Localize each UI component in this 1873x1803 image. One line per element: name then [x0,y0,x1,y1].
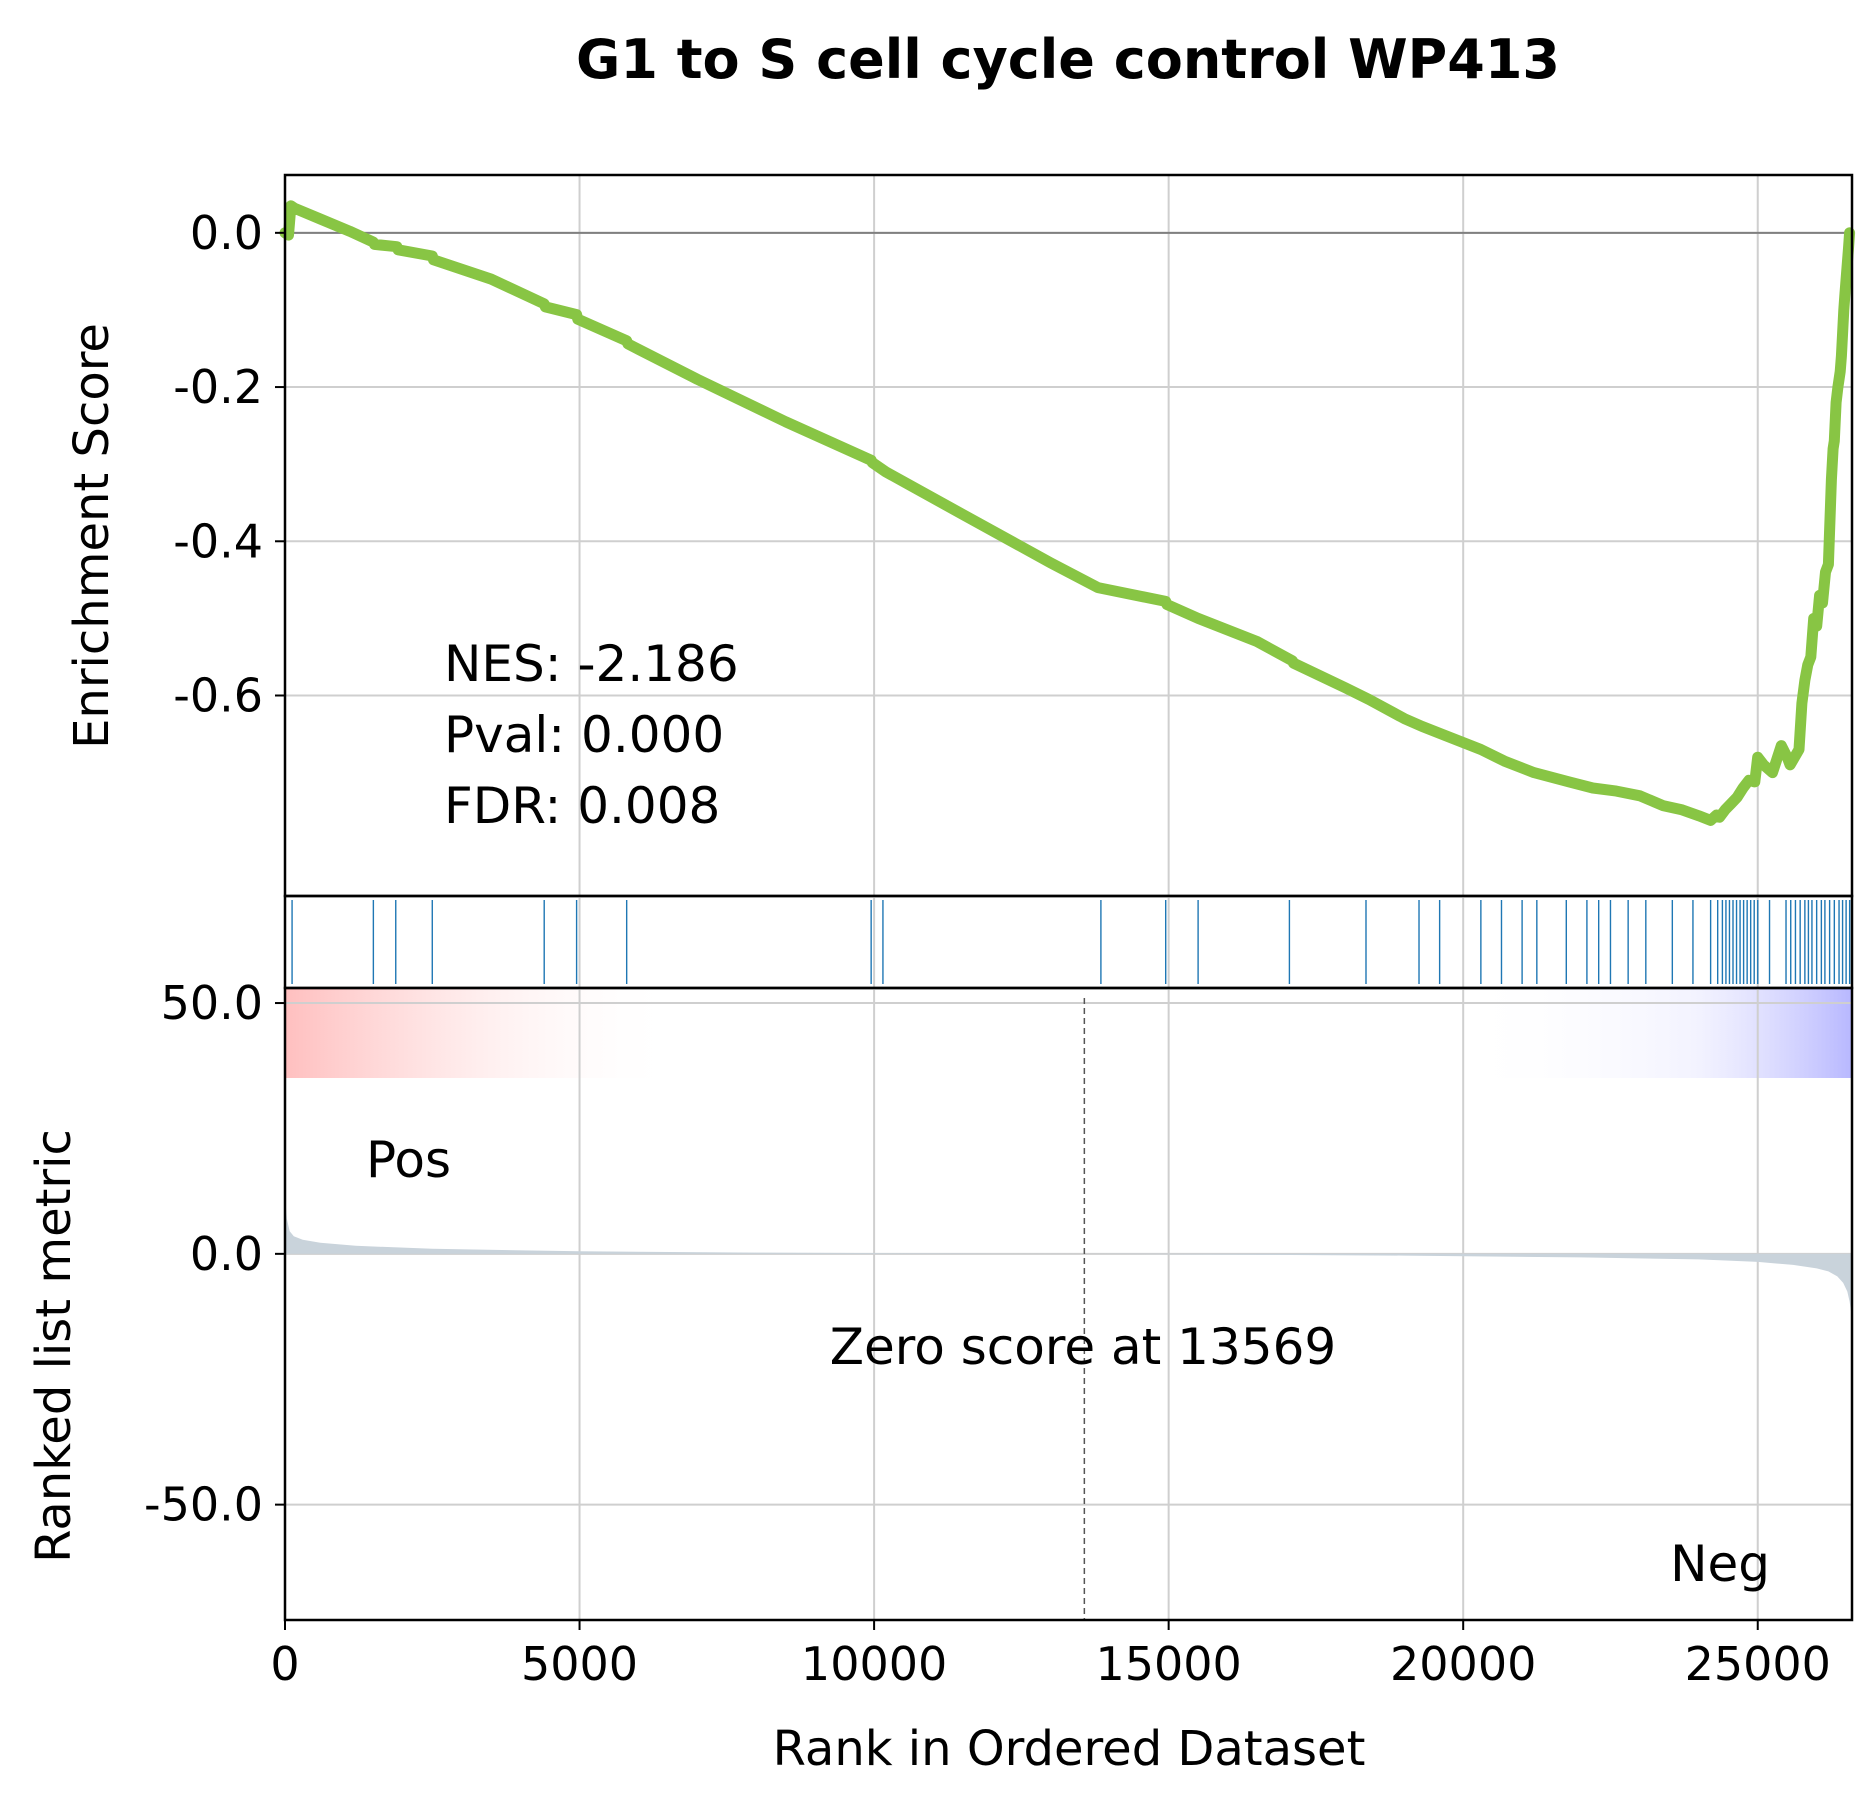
rank-panel-frame [283,986,1854,1622]
hits-panel [283,894,1854,990]
xtick-label-1: 5000 [521,1637,638,1691]
es-ytick-label-0: 0.0 [190,206,263,260]
xtick-label-3: 15000 [1095,1637,1241,1691]
xtick-label-5: 25000 [1685,1637,1831,1691]
neg-label: Neg [1670,1535,1770,1593]
rank-ylabel: Ranked list metric [26,1129,82,1563]
pval-annotation: Pval: 0.000 [444,706,724,764]
hits-panel-frame [283,894,1854,990]
x-axis-label: Rank in Ordered Dataset [773,1721,1366,1777]
xtick-label-2: 10000 [801,1637,947,1691]
fdr-annotation: FDR: 0.008 [444,777,720,835]
es-ytick-label-3: -0.6 [173,669,263,723]
rank-ytick-label-0: 50.0 [161,976,263,1030]
rank-ytick-label-2: -50.0 [144,1478,263,1532]
zero-score-annotation: Zero score at 13569 [830,1318,1336,1376]
chart-title: G1 to S cell cycle control WP413 [576,28,1560,91]
rank-ytick-label-1: 0.0 [190,1227,263,1281]
rank-panel: 50.0 0.0 -50.0 Pos Neg Zero score at 13569… [26,976,1854,1622]
es-ylabel: Enrichment Score [64,323,120,749]
es-ytick-label-1: -0.2 [173,360,263,414]
xtick-label-4: 20000 [1390,1637,1536,1691]
rank-heatmap-band [285,988,1852,1078]
nes-annotation: NES: -2.186 [444,635,739,693]
enrichment-score-line [279,200,1856,826]
es-ytick-label-2: -0.4 [173,514,263,568]
ranked-metric-area [285,1193,1852,1314]
xtick-label-0: 0 [270,1637,299,1691]
pos-label: Pos [366,1131,451,1189]
es-panel: 0.0 -0.2 -0.4 -0.6 Enrichment Score NES: -2… [64,173,1856,898]
